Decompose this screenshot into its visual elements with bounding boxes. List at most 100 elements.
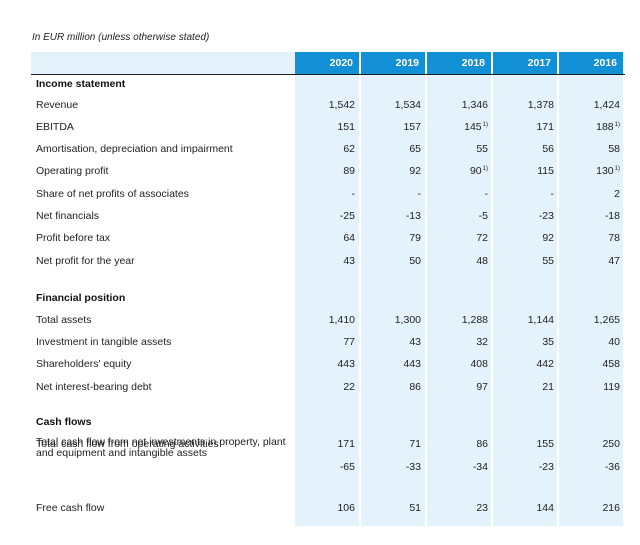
cell-value: 92 bbox=[409, 165, 421, 177]
cell-value: - bbox=[417, 188, 422, 200]
table-cell: 89 bbox=[293, 165, 355, 177]
cell-value: 2 bbox=[614, 188, 620, 200]
year-header-2019: 2019 bbox=[361, 52, 425, 74]
table-cell: 21 bbox=[492, 381, 554, 393]
cell-value: 79 bbox=[409, 232, 421, 244]
header-label-cell bbox=[31, 52, 295, 74]
table-cell: 1,288 bbox=[426, 314, 488, 326]
year-header-2018: 2018 bbox=[427, 52, 491, 74]
cell-value: -23 bbox=[538, 210, 554, 222]
header-rule bbox=[31, 74, 625, 75]
table-cell: -34 bbox=[426, 461, 488, 473]
table-cell: 71 bbox=[359, 438, 421, 450]
table-cell: 1,300 bbox=[359, 314, 421, 326]
footnote-marker: 1) bbox=[482, 166, 488, 172]
table-cell: 77 bbox=[293, 336, 355, 348]
row-label: Total cash flow from operating activitie… bbox=[36, 438, 219, 450]
table-cell: 32 bbox=[426, 336, 488, 348]
cell-value: 130 bbox=[596, 165, 614, 177]
cell-value: 64 bbox=[343, 232, 355, 244]
row-label: Total assets bbox=[36, 314, 92, 326]
table-cell: 1,410 bbox=[293, 314, 355, 326]
row-label: Net financials bbox=[36, 210, 100, 222]
cell-value: 40 bbox=[608, 336, 620, 348]
cell-value: 151 bbox=[337, 121, 355, 133]
table-cell: 1,265 bbox=[558, 314, 620, 326]
table-cell: -36 bbox=[558, 461, 620, 473]
cell-value: 58 bbox=[608, 143, 620, 155]
table-cell: - bbox=[293, 188, 356, 200]
table-cell: -5 bbox=[426, 210, 488, 222]
cell-value: 32 bbox=[476, 336, 488, 348]
table-cell: 92 bbox=[359, 165, 421, 177]
cell-value: 155 bbox=[536, 438, 554, 450]
table-cell: 443 bbox=[359, 358, 421, 370]
cell-value: - bbox=[484, 188, 489, 200]
table-cell: 442 bbox=[492, 358, 554, 370]
table-cell: 86 bbox=[426, 438, 488, 450]
cell-value: 62 bbox=[343, 143, 355, 155]
footnote-marker: 1) bbox=[614, 122, 620, 128]
cell-value: 443 bbox=[403, 358, 421, 370]
row-label: Free cash flow bbox=[36, 502, 105, 514]
table-cell: 23 bbox=[426, 502, 488, 514]
cell-value: 77 bbox=[343, 336, 355, 348]
table-cell: 64 bbox=[293, 232, 355, 244]
cell-value: 1,288 bbox=[461, 314, 488, 326]
table-cell: 443 bbox=[293, 358, 355, 370]
cell-value: 86 bbox=[409, 381, 421, 393]
row-label: Profit before tax bbox=[36, 232, 111, 244]
table-cell: 171 bbox=[492, 121, 554, 133]
table-cell: 22 bbox=[293, 381, 355, 393]
row-label: Revenue bbox=[36, 99, 79, 111]
year-header-2020: 2020 bbox=[295, 52, 359, 74]
table-cell: 1,542 bbox=[293, 99, 355, 111]
table-cell: -33 bbox=[359, 461, 421, 473]
cell-value: -34 bbox=[472, 461, 488, 473]
cell-value: - bbox=[351, 188, 356, 200]
row-label: Net interest-bearing debt bbox=[36, 381, 152, 393]
table-cell: 43 bbox=[293, 255, 355, 267]
table-cell: 40 bbox=[558, 336, 620, 348]
row-label: Shareholders' equity bbox=[36, 358, 132, 370]
table-cell: 115 bbox=[492, 165, 554, 177]
table-cell: 901) bbox=[426, 165, 488, 177]
table-cell: 92 bbox=[492, 232, 554, 244]
cell-value: - bbox=[550, 188, 555, 200]
cell-value: 188 bbox=[596, 121, 614, 133]
table-cell: 1301) bbox=[558, 165, 620, 177]
year-column-bg bbox=[559, 52, 623, 526]
cell-value: 65 bbox=[409, 143, 421, 155]
cell-value: 89 bbox=[343, 165, 355, 177]
table-cell: 86 bbox=[359, 381, 421, 393]
table-cell: -18 bbox=[558, 210, 620, 222]
table-cell: 1,424 bbox=[558, 99, 620, 111]
cell-value: 1,265 bbox=[593, 314, 620, 326]
cell-value: 55 bbox=[476, 143, 488, 155]
row-label: Investment in tangible assets bbox=[36, 336, 172, 348]
year-column-bg bbox=[295, 52, 359, 526]
table-cell: - bbox=[359, 188, 422, 200]
cell-value: 145 bbox=[464, 121, 482, 133]
table-cell: 408 bbox=[426, 358, 488, 370]
cell-value: 458 bbox=[602, 358, 620, 370]
table-cell: -13 bbox=[359, 210, 421, 222]
cell-value: 92 bbox=[542, 232, 554, 244]
table-cell: 78 bbox=[558, 232, 620, 244]
cell-value: 1,534 bbox=[394, 99, 421, 111]
cell-value: 250 bbox=[602, 438, 620, 450]
cell-value: -36 bbox=[604, 461, 620, 473]
table-cell: 55 bbox=[492, 255, 554, 267]
cell-value: 115 bbox=[537, 165, 554, 177]
year-header-2016: 2016 bbox=[559, 52, 623, 74]
cell-value: -33 bbox=[405, 461, 421, 473]
cell-value: -23 bbox=[538, 461, 554, 473]
section-title: Cash flows bbox=[36, 416, 92, 428]
cell-value: 21 bbox=[542, 381, 554, 393]
table-cell: 43 bbox=[359, 336, 421, 348]
cell-value: 1,378 bbox=[527, 99, 554, 111]
cell-value: -25 bbox=[339, 210, 355, 222]
table-cell: 62 bbox=[293, 143, 355, 155]
cell-value: 144 bbox=[536, 502, 554, 514]
row-label: Total cash flow from net investments in … bbox=[36, 436, 286, 459]
